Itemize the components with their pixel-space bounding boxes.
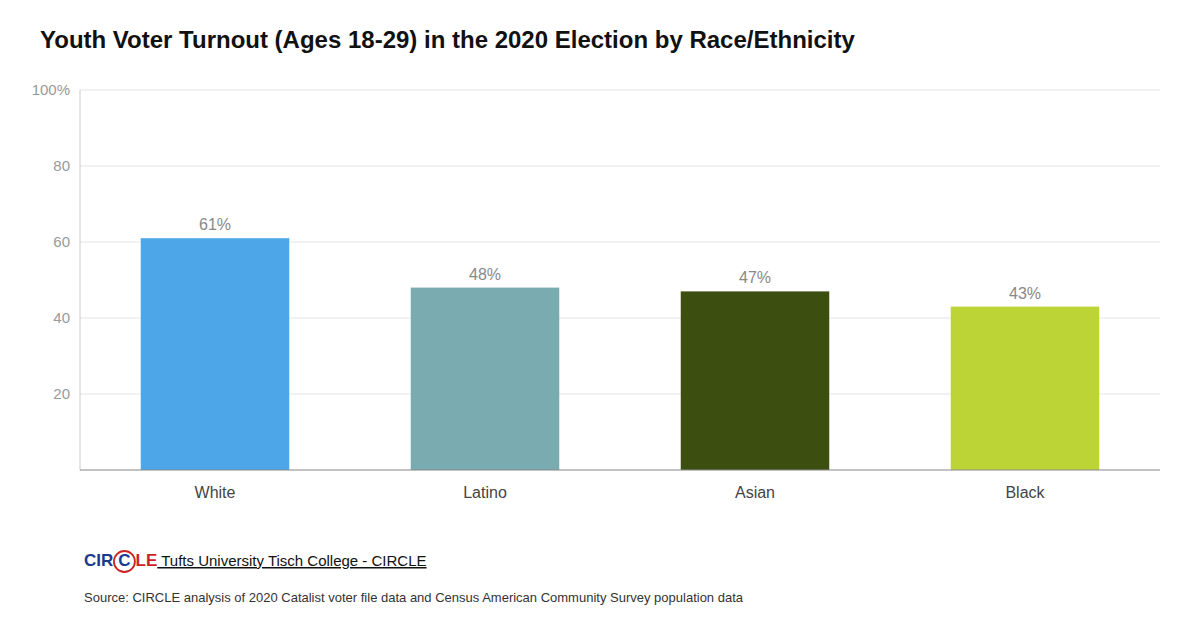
y-axis-ticks: 20 40 60 80 100%: [32, 81, 70, 402]
data-label: 48%: [469, 266, 501, 283]
x-axis-line: [80, 469, 1160, 470]
bars: [141, 238, 1100, 470]
background: [0, 0, 1200, 630]
footer-text: Tufts University Tisch College - CIRCLE: [157, 552, 426, 569]
bar: [681, 291, 830, 470]
bar: [141, 238, 290, 470]
title: Youth Voter Turnout (Ages 18-29) in the …: [40, 26, 855, 53]
x-tick-label: Latino: [463, 484, 507, 501]
data-label: 47%: [739, 269, 771, 286]
grid-line: [80, 166, 1160, 167]
x-tick-label: Asian: [735, 484, 775, 501]
x-axis-ticks: White Latino Asian Black: [195, 484, 1046, 501]
grid-line: [80, 90, 1160, 91]
logo-text: CIR: [84, 551, 113, 570]
y-axis-line: [80, 90, 81, 470]
y-tick-label: 40: [53, 309, 70, 326]
logo-text: LE: [136, 551, 158, 570]
bar: [951, 307, 1100, 470]
source-note: Source: CIRCLE analysis of 2020 Catalist…: [84, 590, 744, 605]
logo-circle: [114, 551, 135, 572]
x-tick-label: White: [195, 484, 236, 501]
y-tick-label: 20: [53, 385, 70, 402]
data-label: 43%: [1009, 285, 1041, 302]
y-tick-label: 100%: [32, 81, 70, 98]
data-label: 61%: [199, 216, 231, 233]
chart: Youth Voter Turnout (Ages 18-29) in the …: [0, 0, 1200, 630]
bar: [411, 288, 560, 470]
data-labels: 61% 48% 47% 43%: [199, 216, 1041, 301]
logo-text: C: [118, 551, 130, 570]
y-tick-label: 80: [53, 157, 70, 174]
y-tick-label: 60: [53, 233, 70, 250]
x-tick-label: Black: [1005, 484, 1045, 501]
